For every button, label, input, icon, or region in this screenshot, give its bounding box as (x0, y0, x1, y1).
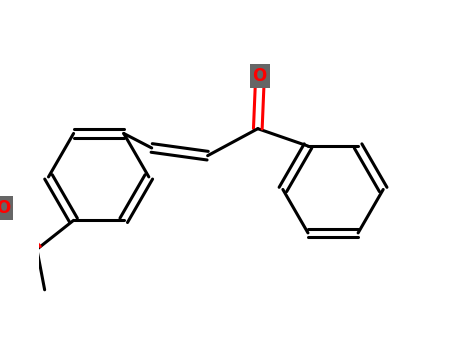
Text: O: O (253, 66, 267, 85)
Text: O: O (0, 199, 10, 217)
